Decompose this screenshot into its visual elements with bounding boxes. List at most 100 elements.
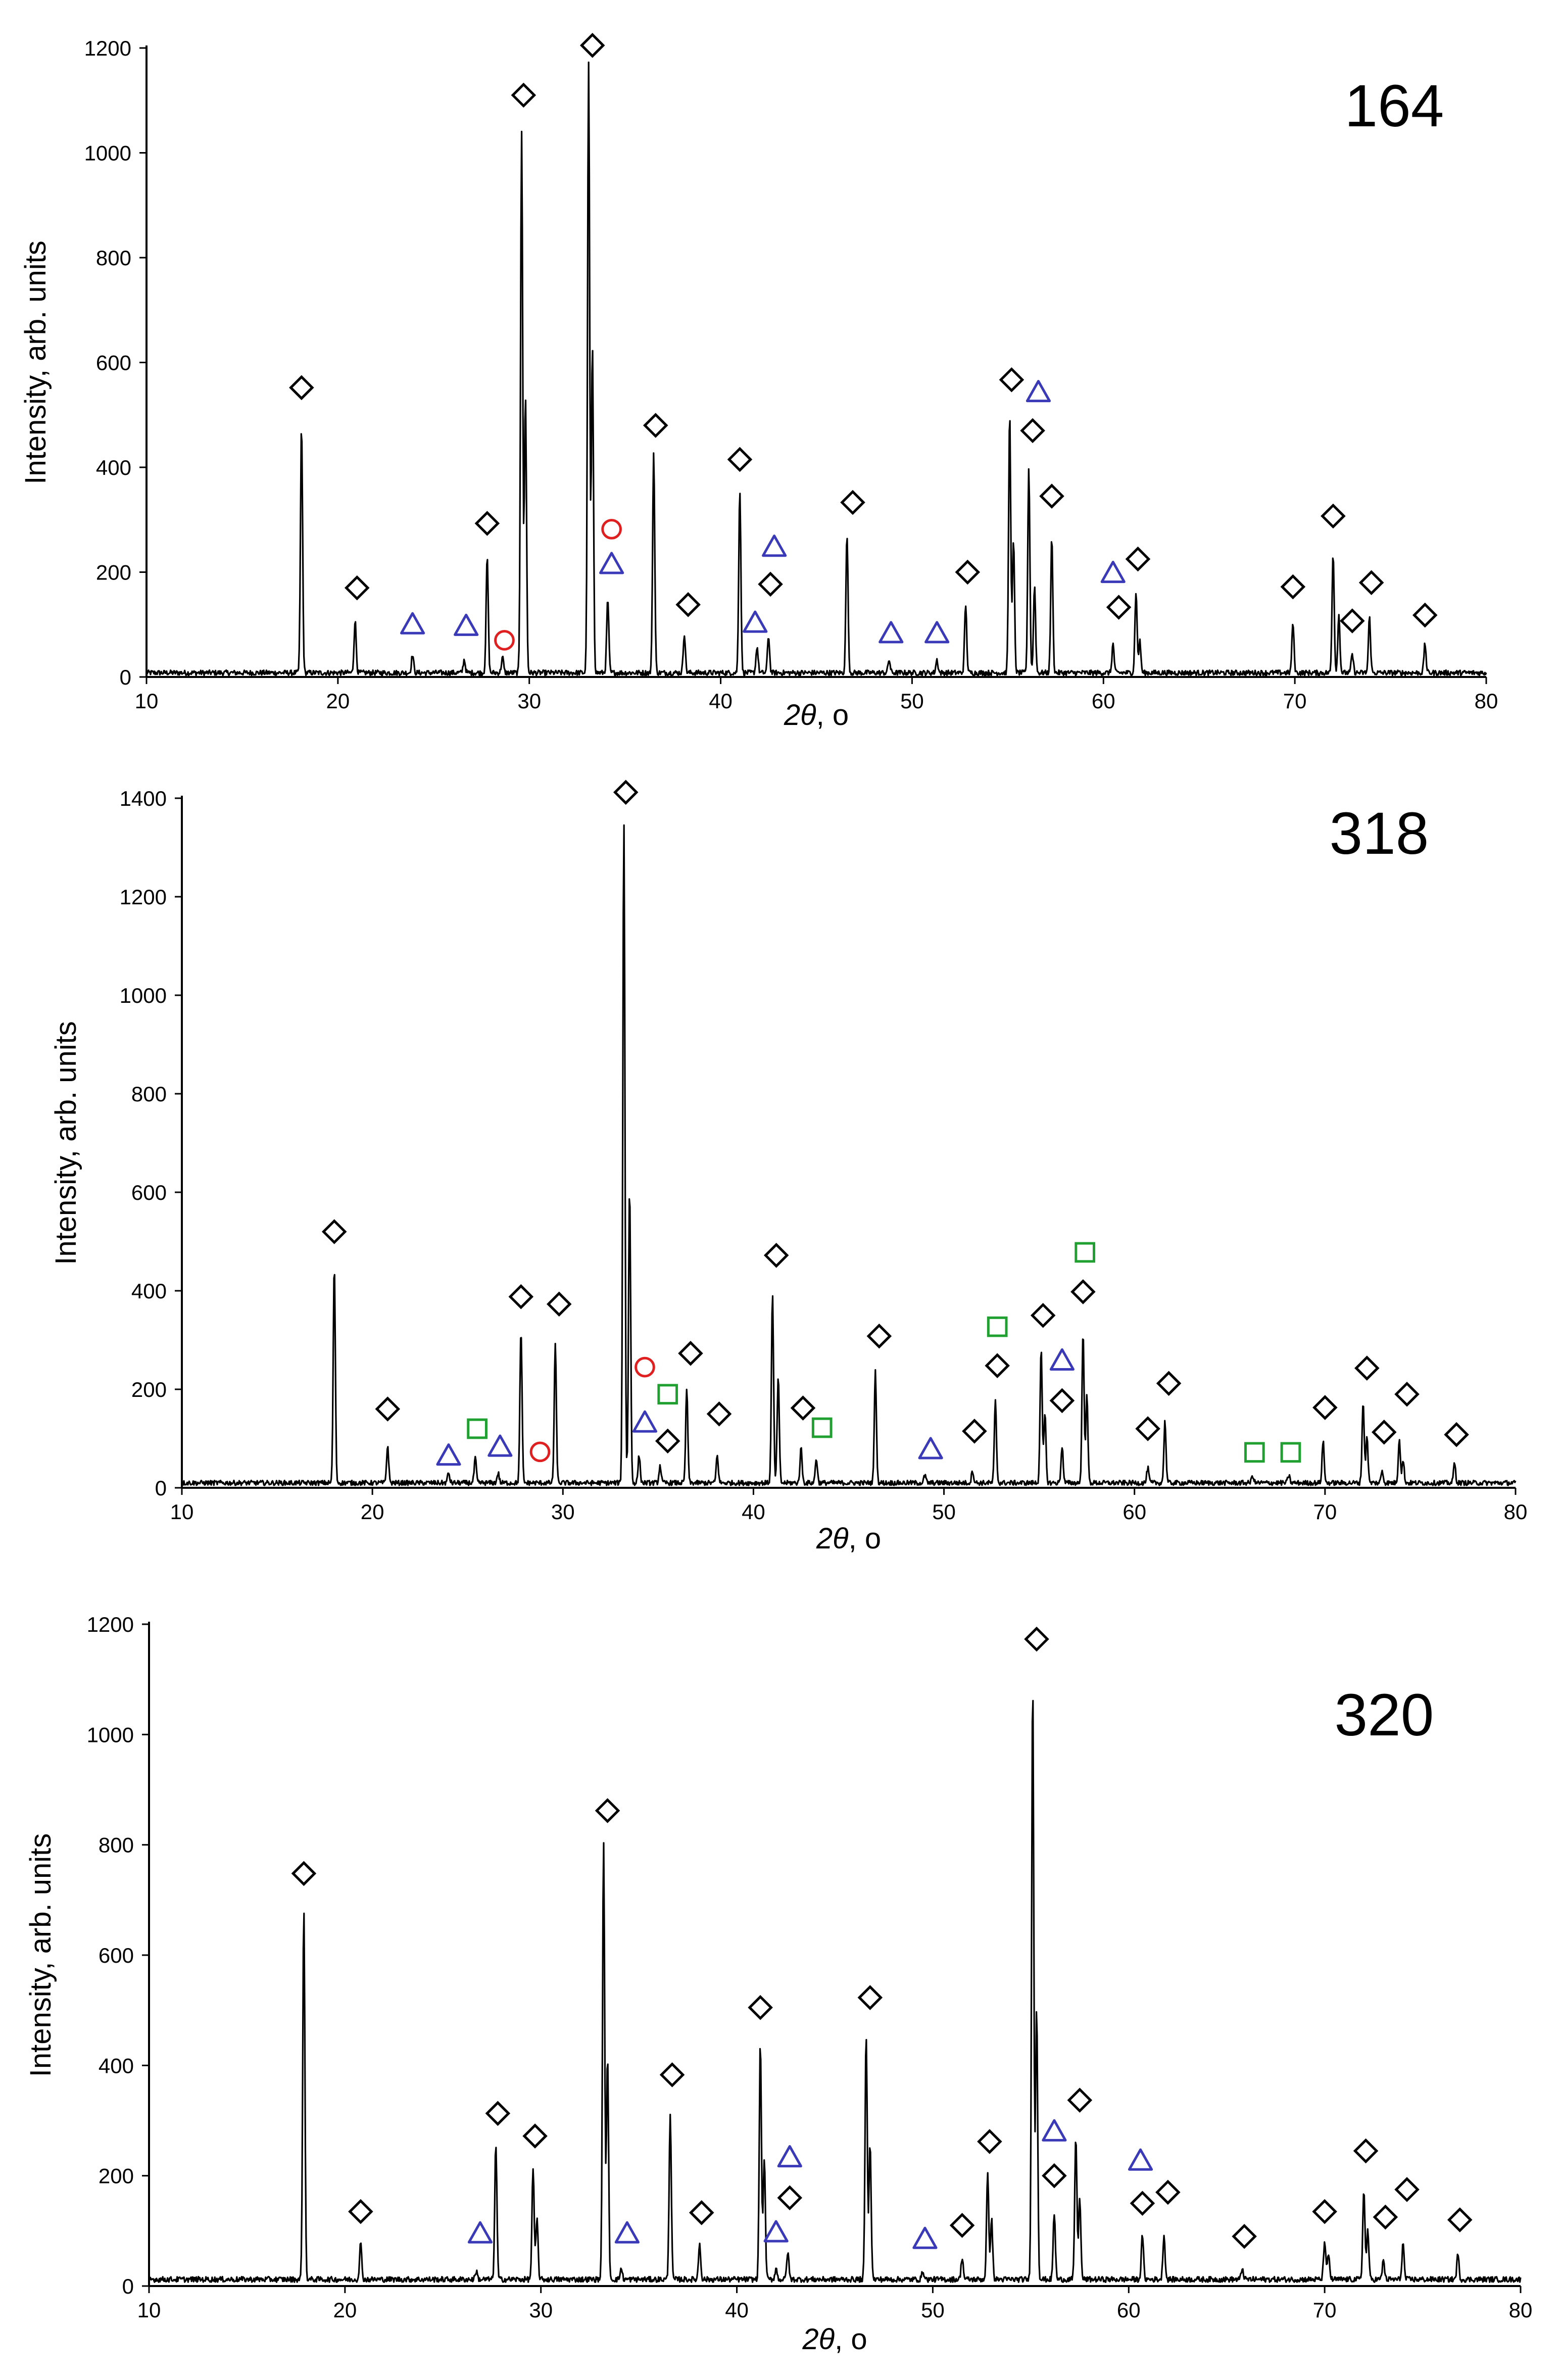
diamond-phase-marker <box>1039 483 1064 509</box>
y-tick-label: 600 <box>131 1181 167 1204</box>
x-tick-label: 60 <box>1092 689 1115 713</box>
diamond-phase-marker <box>727 447 753 472</box>
y-tick-label: 0 <box>120 665 131 689</box>
diamond-phase-marker <box>348 2199 373 2224</box>
x-tick-label: 50 <box>921 2298 945 2322</box>
diamond-phase-marker <box>763 1243 789 1268</box>
circle-phase-marker <box>601 519 622 540</box>
diamond-phase-marker <box>790 1395 816 1421</box>
y-tick-label: 600 <box>96 351 131 375</box>
square-phase-marker <box>1075 1242 1096 1263</box>
x-tick-label: 70 <box>1313 1500 1337 1524</box>
diamond-phase-marker <box>999 367 1025 393</box>
diamond-phase-marker <box>613 780 639 805</box>
x-tick-label: 50 <box>932 1500 956 1524</box>
x-tick-label: 80 <box>1504 1500 1528 1524</box>
y-axis-title: Intensity, arb. units <box>24 1833 57 2077</box>
diamond-phase-marker <box>289 375 314 401</box>
diamond-phase-marker <box>1070 1279 1096 1304</box>
diamond-phase-marker <box>675 592 701 617</box>
x-tick-label: 10 <box>137 2298 161 2322</box>
diamond-phase-marker <box>508 1284 534 1309</box>
diamond-phase-marker <box>511 82 536 108</box>
triangle-phase-marker <box>1128 2148 1153 2171</box>
triangle-phase-marker <box>762 535 787 557</box>
y-tick-label: 1400 <box>120 787 167 810</box>
diamond-phase-marker <box>1106 595 1132 620</box>
diamond-phase-marker <box>344 575 370 601</box>
diamond-phase-marker <box>748 1995 773 2020</box>
diamond-phase-marker <box>659 2062 685 2087</box>
x-tick-label: 10 <box>135 689 159 713</box>
y-tick-label: 1000 <box>120 984 167 1007</box>
circle-phase-marker <box>494 630 515 651</box>
diamond-phase-marker <box>1067 2087 1093 2113</box>
y-tick-label: 400 <box>96 456 131 479</box>
x-tick-label: 60 <box>1123 1500 1146 1524</box>
diamond-phase-marker <box>758 571 783 597</box>
x-tick-label: 40 <box>709 689 733 713</box>
y-tick-label: 1200 <box>84 36 131 60</box>
diamond-phase-marker <box>962 1419 987 1444</box>
diamond-phase-marker <box>291 1861 317 1886</box>
triangle-phase-marker <box>454 613 479 636</box>
diamond-phase-marker <box>866 1323 892 1349</box>
panel-label: 164 <box>1345 73 1444 139</box>
x-tick-label: 40 <box>725 2298 749 2322</box>
diamond-phase-marker <box>643 413 668 438</box>
x-tick-label: 30 <box>517 689 541 713</box>
xrd-panel-320: 10 20 30 40 50 60 70 80020040060080010001200320… <box>24 1613 1532 2356</box>
x-tick-label: 50 <box>900 689 924 713</box>
x-tick-label: 60 <box>1117 2298 1141 2322</box>
y-tick-label: 400 <box>99 2054 134 2077</box>
square-phase-marker <box>657 1384 678 1405</box>
diamond-phase-marker <box>375 1396 401 1422</box>
xrd-panel-318: 10 20 30 40 50 60 70 80020040060080010001200140… <box>50 780 1528 1555</box>
diamond-phase-marker <box>1312 2199 1337 2224</box>
y-tick-label: 0 <box>122 2274 134 2298</box>
diamond-phase-marker <box>689 2200 714 2225</box>
diamond-phase-marker <box>1312 1395 1338 1420</box>
y-tick-label: 1200 <box>120 885 167 909</box>
triangle-phase-marker <box>400 612 425 635</box>
triangle-phase-marker <box>614 2221 640 2244</box>
diamond-phase-marker <box>857 1985 883 2010</box>
triangle-phase-marker <box>487 1434 513 1457</box>
diamond-phase-marker <box>1394 2177 1420 2202</box>
diamond-phase-marker <box>1125 546 1151 572</box>
diamond-phase-marker <box>777 2185 803 2211</box>
triangle-phase-marker <box>763 2220 789 2243</box>
diamond-phase-marker <box>955 559 981 585</box>
diamond-phase-marker <box>474 511 500 536</box>
y-tick-label: 200 <box>99 2164 134 2188</box>
diamond-phase-marker <box>1280 574 1306 600</box>
diamond-phase-marker <box>1155 2179 1181 2205</box>
diamond-phase-marker <box>977 2129 1002 2154</box>
y-tick-label: 200 <box>131 1378 167 1401</box>
x-tick-label: 70 <box>1313 2298 1337 2322</box>
square-phase-marker <box>1280 1442 1301 1463</box>
y-tick-label: 1000 <box>87 1723 134 1746</box>
square-phase-marker <box>811 1417 833 1438</box>
xrd-pattern-line <box>148 1699 1522 2283</box>
diamond-phase-marker <box>1042 2163 1067 2189</box>
x-tick-label: 70 <box>1283 689 1307 713</box>
xrd-pattern-line <box>145 61 1487 676</box>
diamond-phase-marker <box>485 2101 511 2126</box>
diamond-phase-marker <box>595 1798 620 1823</box>
triangle-phase-marker <box>912 2226 938 2249</box>
square-phase-marker <box>987 1316 1008 1337</box>
x-tick-label: 20 <box>361 1500 384 1524</box>
triangle-phase-marker <box>879 621 904 644</box>
diamond-phase-marker <box>1135 1416 1160 1441</box>
x-tick-label: 20 <box>326 689 350 713</box>
diamond-phase-marker <box>1371 1420 1397 1445</box>
diamond-phase-marker <box>579 33 605 58</box>
y-tick-label: 1200 <box>87 1613 134 1636</box>
triangle-phase-marker <box>924 621 950 644</box>
y-tick-label: 600 <box>99 1944 134 1967</box>
y-tick-label: 0 <box>155 1476 167 1500</box>
triangle-phase-marker <box>1100 560 1126 584</box>
diamond-phase-marker <box>1020 418 1045 444</box>
